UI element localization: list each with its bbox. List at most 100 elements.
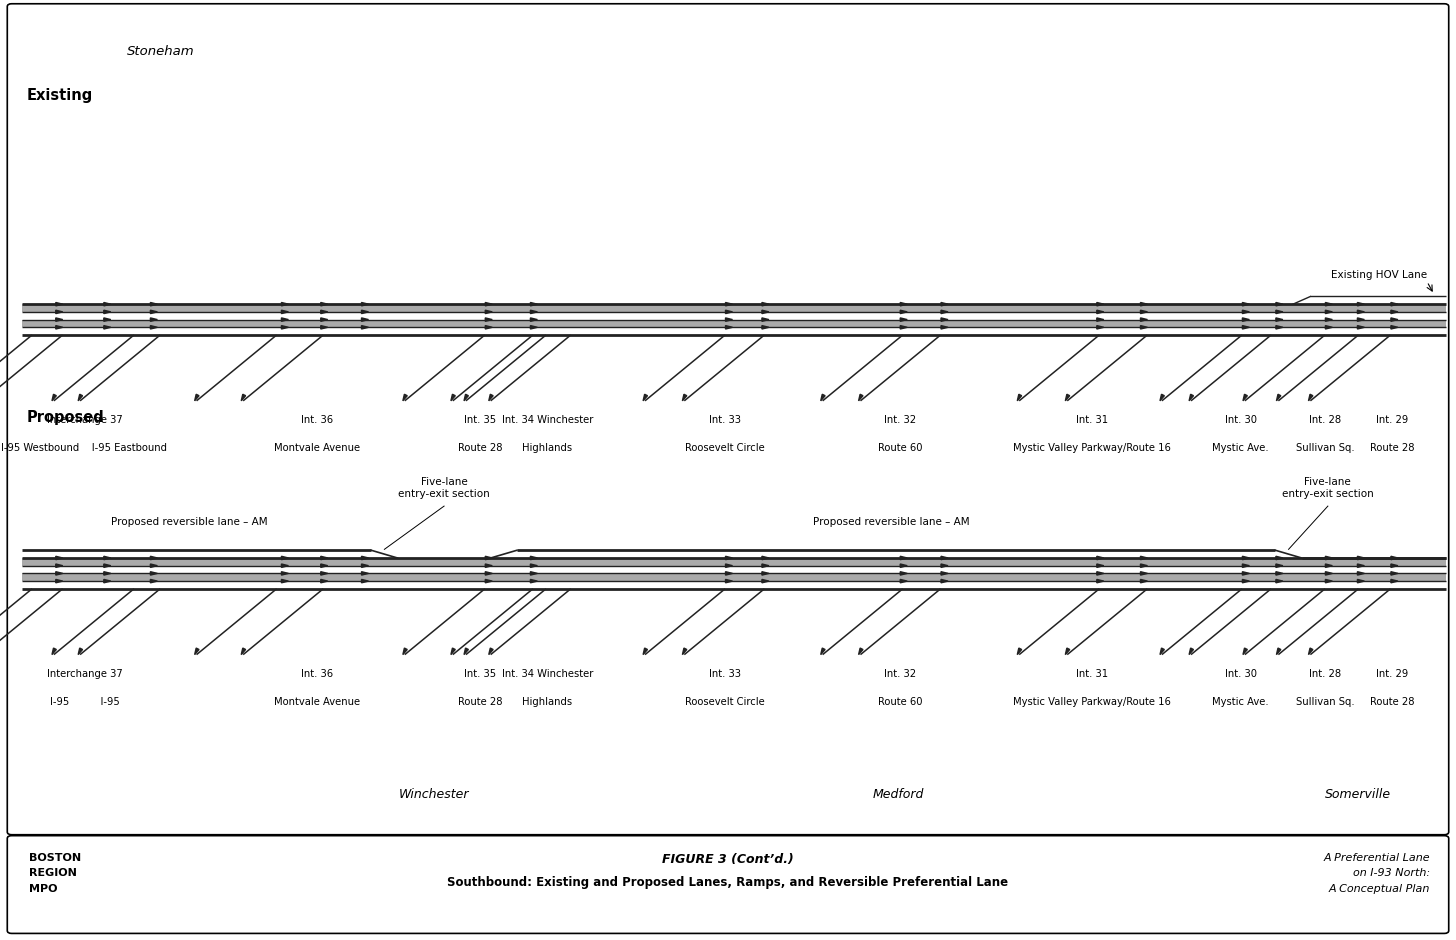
Polygon shape xyxy=(1242,325,1249,329)
Polygon shape xyxy=(55,303,63,306)
Polygon shape xyxy=(55,579,63,583)
Polygon shape xyxy=(900,556,907,559)
Polygon shape xyxy=(1140,572,1147,575)
Polygon shape xyxy=(761,572,769,575)
Polygon shape xyxy=(859,648,863,654)
Polygon shape xyxy=(1096,556,1104,559)
Polygon shape xyxy=(644,648,648,654)
Polygon shape xyxy=(485,303,492,306)
Text: Route 28: Route 28 xyxy=(1370,443,1414,453)
Polygon shape xyxy=(150,572,157,575)
Polygon shape xyxy=(464,648,469,654)
Polygon shape xyxy=(821,648,826,654)
Polygon shape xyxy=(150,556,157,559)
Polygon shape xyxy=(725,579,732,583)
Text: Route 60: Route 60 xyxy=(878,443,922,453)
Polygon shape xyxy=(361,556,368,559)
Polygon shape xyxy=(451,648,456,654)
Polygon shape xyxy=(530,303,537,306)
Polygon shape xyxy=(530,572,537,575)
Polygon shape xyxy=(1390,310,1398,314)
Polygon shape xyxy=(1243,648,1248,654)
Text: Highlands: Highlands xyxy=(523,443,572,453)
Polygon shape xyxy=(1325,556,1332,559)
Polygon shape xyxy=(761,318,769,321)
Polygon shape xyxy=(1242,310,1249,314)
Polygon shape xyxy=(489,648,494,654)
Polygon shape xyxy=(1325,318,1332,321)
Polygon shape xyxy=(281,572,288,575)
Polygon shape xyxy=(150,564,157,568)
Polygon shape xyxy=(55,310,63,314)
Text: I-95          I-95: I-95 I-95 xyxy=(50,697,119,707)
Polygon shape xyxy=(485,318,492,321)
Polygon shape xyxy=(1390,572,1398,575)
Polygon shape xyxy=(1140,556,1147,559)
Text: Int. 34 Winchester: Int. 34 Winchester xyxy=(502,415,593,425)
Polygon shape xyxy=(1325,579,1332,583)
Text: Int. 35: Int. 35 xyxy=(464,668,496,679)
Polygon shape xyxy=(361,318,368,321)
Polygon shape xyxy=(195,394,199,400)
Polygon shape xyxy=(103,325,111,329)
Text: Route 60: Route 60 xyxy=(878,697,922,707)
Polygon shape xyxy=(900,325,907,329)
Polygon shape xyxy=(900,564,907,568)
Text: FIGURE 3 (Cont’d.): FIGURE 3 (Cont’d.) xyxy=(662,853,794,866)
Text: Int. 36: Int. 36 xyxy=(301,668,333,679)
Polygon shape xyxy=(1242,572,1249,575)
Polygon shape xyxy=(1275,318,1283,321)
Polygon shape xyxy=(52,648,57,654)
Polygon shape xyxy=(1325,310,1332,314)
Polygon shape xyxy=(1325,325,1332,329)
Polygon shape xyxy=(725,572,732,575)
Polygon shape xyxy=(1275,310,1283,314)
Text: Int. 31: Int. 31 xyxy=(1076,415,1108,425)
Text: Int. 28: Int. 28 xyxy=(1309,668,1341,679)
Polygon shape xyxy=(1066,648,1070,654)
Polygon shape xyxy=(941,310,948,314)
Polygon shape xyxy=(1096,572,1104,575)
Polygon shape xyxy=(361,325,368,329)
Polygon shape xyxy=(103,303,111,306)
Polygon shape xyxy=(1390,556,1398,559)
Polygon shape xyxy=(1275,325,1283,329)
Polygon shape xyxy=(52,394,57,400)
Bar xyxy=(22,305,1446,312)
Polygon shape xyxy=(1140,325,1147,329)
Polygon shape xyxy=(1357,572,1364,575)
Polygon shape xyxy=(103,318,111,321)
Text: Somerville: Somerville xyxy=(1325,788,1392,801)
Polygon shape xyxy=(761,579,769,583)
Polygon shape xyxy=(761,325,769,329)
Polygon shape xyxy=(761,564,769,568)
Text: Proposed: Proposed xyxy=(26,410,103,425)
Polygon shape xyxy=(683,648,687,654)
Polygon shape xyxy=(103,579,111,583)
Polygon shape xyxy=(1160,648,1165,654)
Polygon shape xyxy=(941,303,948,306)
Text: Proposed reversible lane – AM: Proposed reversible lane – AM xyxy=(111,517,268,526)
Text: Proposed reversible lane – AM: Proposed reversible lane – AM xyxy=(812,517,970,526)
Text: Int. 35: Int. 35 xyxy=(464,415,496,425)
Polygon shape xyxy=(859,394,863,400)
Polygon shape xyxy=(1390,303,1398,306)
Polygon shape xyxy=(195,648,199,654)
Polygon shape xyxy=(1190,394,1194,400)
Polygon shape xyxy=(725,556,732,559)
Polygon shape xyxy=(1325,303,1332,306)
FancyBboxPatch shape xyxy=(7,836,1449,933)
Polygon shape xyxy=(1325,572,1332,575)
Polygon shape xyxy=(725,310,732,314)
Text: Sullivan Sq.: Sullivan Sq. xyxy=(1296,697,1354,707)
Text: Existing: Existing xyxy=(26,88,93,103)
Polygon shape xyxy=(900,579,907,583)
Polygon shape xyxy=(941,325,948,329)
Polygon shape xyxy=(281,564,288,568)
Polygon shape xyxy=(1096,310,1104,314)
Text: I-95 Westbound    I-95 Eastbound: I-95 Westbound I-95 Eastbound xyxy=(1,443,167,453)
Polygon shape xyxy=(941,556,948,559)
Polygon shape xyxy=(320,579,328,583)
Polygon shape xyxy=(403,648,408,654)
Text: Int. 31: Int. 31 xyxy=(1076,668,1108,679)
